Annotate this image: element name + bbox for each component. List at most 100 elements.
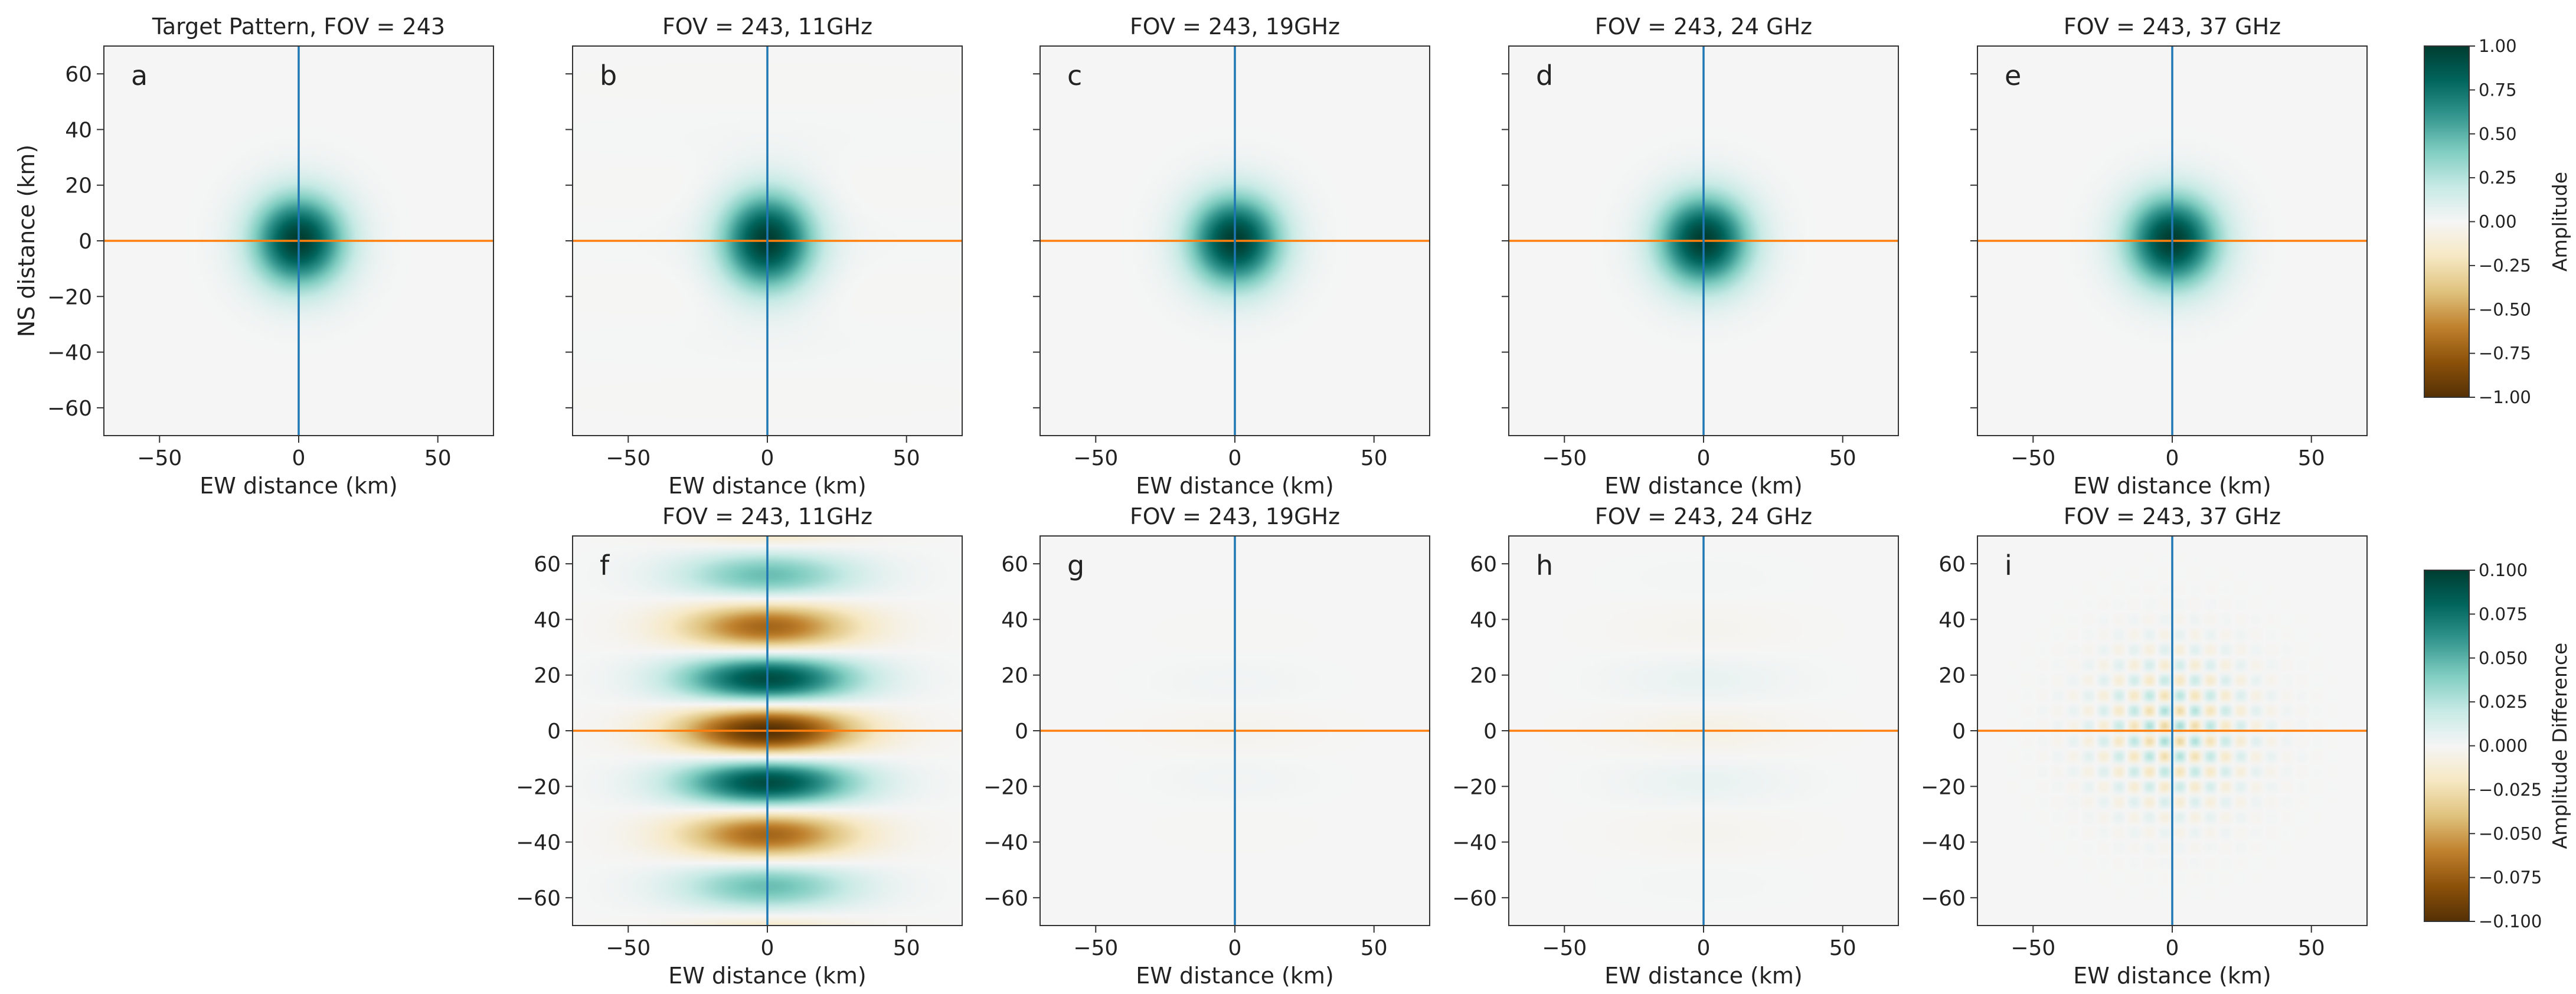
colorbar-tick-label: 1.00 [2479, 36, 2517, 56]
y-tick-label: 20 [65, 174, 92, 198]
x-axis-label: EW distance (km) [1136, 473, 1333, 499]
colorbar-tick-label: 0.00 [2479, 212, 2517, 232]
y-tick-label: −60 [47, 397, 92, 421]
y-tick-label: −60 [983, 887, 1028, 911]
y-axis-label: NS distance (km) [14, 145, 40, 337]
x-tick-label: 50 [2298, 936, 2325, 960]
x-tick-label: −50 [1542, 446, 1587, 470]
y-tick-label: 40 [1938, 608, 1966, 632]
colorbar-tick-label: 0.000 [2479, 736, 2528, 756]
x-tick-label: 0 [1697, 446, 1711, 470]
colorbar-tick-label: −0.25 [2479, 256, 2531, 276]
panel-title: FOV = 243, 11GHz [662, 14, 872, 40]
y-tick-label: 0 [1015, 720, 1028, 744]
panel-title: FOV = 243, 24 GHz [1595, 503, 1812, 529]
x-axis-label: EW distance (km) [668, 963, 866, 989]
colorbar-gradient [2424, 46, 2469, 397]
y-tick-label: 60 [1938, 552, 1966, 577]
colorbar-tick-label: −1.00 [2479, 387, 2531, 407]
x-tick-label: 0 [761, 936, 774, 960]
x-axis-label: EW distance (km) [1604, 963, 1802, 989]
x-tick-label: 0 [1228, 936, 1242, 960]
x-tick-label: −50 [606, 446, 650, 470]
panel-i: FOV = 243, 37 GHz i −50 0 50 −60 −40 −20 0 20 40 60… [1921, 503, 2368, 989]
x-tick-label: 50 [1829, 936, 1856, 960]
y-tick-label: −60 [516, 887, 561, 911]
x-tick-label: 0 [1228, 446, 1242, 470]
colorbar-tick-label: 0.025 [2479, 692, 2528, 712]
x-axis-label: EW distance (km) [668, 473, 866, 499]
panel-letter: g [1067, 550, 1084, 581]
panel-title: FOV = 243, 24 GHz [1595, 14, 1812, 40]
y-tick-label: 20 [1470, 664, 1497, 688]
panel-letter: h [1536, 550, 1553, 581]
x-axis-label: EW distance (km) [2073, 963, 2271, 989]
panel-title: FOV = 243, 19GHz [1130, 503, 1340, 529]
colorbar-tick-label: 0.100 [2479, 560, 2528, 580]
x-tick-label: 50 [893, 936, 920, 960]
y-tick-label: −20 [47, 285, 92, 309]
y-tick-label: 60 [65, 63, 92, 87]
x-tick-label: 50 [1361, 446, 1388, 470]
x-tick-label: −50 [2011, 936, 2055, 960]
x-axis-label: EW distance (km) [2073, 473, 2271, 499]
panel-d: FOV = 243, 24 GHz d −50 0 50 EW distance (km) [1502, 14, 1899, 499]
y-tick-label: 20 [1938, 664, 1966, 688]
y-tick-label: −40 [983, 831, 1028, 855]
x-tick-label: −50 [1073, 446, 1118, 470]
colorbar-label: Amplitude Difference [2548, 643, 2571, 849]
x-tick-label: −50 [1542, 936, 1587, 960]
y-tick-label: −60 [1452, 887, 1497, 911]
x-tick-label: 50 [1361, 936, 1388, 960]
x-tick-label: 0 [2166, 446, 2179, 470]
y-tick-label: −40 [47, 341, 92, 365]
y-tick-label: −40 [1921, 831, 1966, 855]
colorbar-tick-label: 0.050 [2479, 648, 2528, 668]
x-axis-label: EW distance (km) [1604, 473, 1802, 499]
panel-title: Target Pattern, FOV = 243 [152, 14, 445, 40]
panel-title: FOV = 243, 19GHz [1130, 14, 1340, 40]
colorbar-tick-label: −0.50 [2479, 299, 2531, 319]
colorbar-diff: 0.100 0.075 0.050 0.025 0.000 −0.025 −0.050 −0.… [2424, 560, 2571, 931]
colorbar-tick-label: 0.25 [2479, 168, 2517, 188]
y-tick-label: −40 [1452, 831, 1497, 855]
panel-title: FOV = 243, 37 GHz [2064, 503, 2281, 529]
colorbar-tick-label: 0.75 [2479, 80, 2517, 100]
panel-letter: a [131, 60, 148, 91]
colorbar-tick-label: −0.75 [2479, 344, 2531, 364]
x-tick-label: 0 [292, 446, 306, 470]
panel-c: FOV = 243, 19GHz c −50 0 50 EW distance (km) [1033, 14, 1430, 499]
panel-letter: d [1536, 60, 1553, 91]
panel-g: FOV = 243, 19GHz g −50 0 50 −60 −40 −20 0 20 40 60 E… [983, 503, 1430, 989]
x-tick-label: 50 [424, 446, 452, 470]
y-tick-label: −60 [1921, 887, 1966, 911]
panel-letter: f [600, 550, 610, 581]
panel-letter: e [2005, 60, 2021, 91]
colorbar-tick-label: −0.050 [2479, 823, 2542, 843]
panel-title: FOV = 243, 37 GHz [2064, 14, 2281, 40]
panel-letter: c [1067, 60, 1082, 91]
y-tick-label: −20 [516, 775, 561, 799]
x-tick-label: 50 [893, 446, 920, 470]
colorbar-tick-label: −0.100 [2479, 911, 2542, 931]
y-tick-label: −20 [983, 775, 1028, 799]
x-axis-label: EW distance (km) [200, 473, 397, 499]
y-tick-label: −20 [1452, 775, 1497, 799]
colorbar-tick-label: 0.075 [2479, 604, 2528, 624]
x-tick-label: −50 [606, 936, 650, 960]
y-tick-label: −40 [516, 831, 561, 855]
y-tick-label: 40 [1001, 608, 1028, 632]
y-tick-label: 40 [65, 118, 92, 142]
colorbar-tick-label: −0.025 [2479, 780, 2542, 800]
y-tick-label: 60 [1470, 552, 1497, 577]
x-tick-label: 0 [1697, 936, 1711, 960]
panel-h: FOV = 243, 24 GHz h −50 0 50 −60 −40 −20 0 20 40 60… [1452, 503, 1899, 989]
x-tick-label: −50 [2011, 446, 2055, 470]
x-tick-label: −50 [1073, 936, 1118, 960]
panel-letter: b [600, 60, 617, 91]
y-tick-label: 40 [1470, 608, 1497, 632]
x-tick-label: −50 [137, 446, 182, 470]
colorbar-label: Amplitude [2548, 172, 2571, 272]
